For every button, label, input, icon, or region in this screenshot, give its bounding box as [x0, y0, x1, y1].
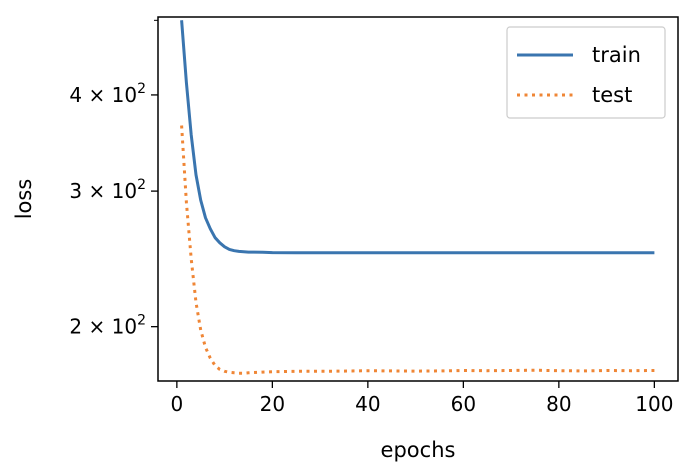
legend-box [506, 26, 666, 119]
y-axis-label: loss [12, 179, 36, 220]
x-axis-label: epochs [381, 438, 456, 462]
legend: train test [506, 26, 666, 119]
y-tick-label: 3 × 102 [69, 177, 146, 203]
x-tick-label: 0 [170, 392, 183, 416]
series-test-line [180, 125, 655, 375]
x-tick-label: 100 [635, 392, 673, 416]
x-tick-label: 40 [355, 392, 380, 416]
plot-frame [157, 16, 679, 382]
x-tick-label: 60 [451, 392, 476, 416]
x-tick-label: 80 [546, 392, 571, 416]
x-tick-label: 20 [260, 392, 285, 416]
y-tick-label: 2 × 102 [69, 313, 146, 339]
x-axis: 0 20 40 60 80 100 [170, 381, 673, 416]
series-train-line [180, 20, 655, 255]
y-axis: 2 × 102 3 × 102 4 × 102 [69, 19, 158, 339]
legend-train-label: train [592, 43, 641, 67]
y-tick-label: 4 × 102 [69, 81, 146, 107]
plot-lines [180, 20, 655, 375]
legend-test-label: test [592, 83, 632, 107]
